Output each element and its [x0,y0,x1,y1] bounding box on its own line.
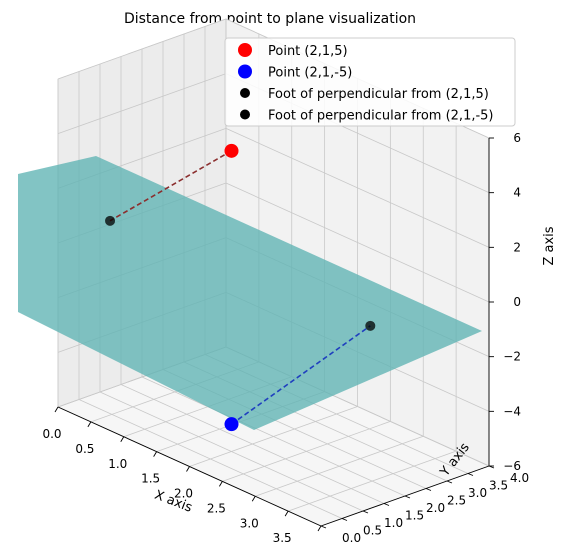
grid-line [78,399,343,519]
z-tick-label: 2 [513,240,521,254]
grid-line [57,18,227,80]
x-tick-mark [218,481,223,487]
x-tick-mark [120,436,125,442]
legend-label: Foot of perpendicular from (2,1,5) [268,87,489,102]
z-tick-label: 0 [513,295,521,309]
grid-line [141,376,406,497]
plane-surface [18,156,482,430]
y-tick-mark [467,473,474,476]
y-tick-mark [341,518,348,521]
y-tick-label: 4.0 [510,471,529,485]
perpendicular-segment-1 [231,325,371,425]
x-tick-label: 1.5 [141,472,160,486]
legend-box [224,37,516,127]
y-tick-label: 2.0 [426,501,445,515]
x-tick-label: 2.5 [207,501,226,515]
y-tick-mark [446,480,453,484]
y-tick-mark [383,503,390,506]
z-tick-label: −2 [503,350,521,364]
y-tick-mark [362,510,369,514]
x-tick-mark [317,525,322,532]
y-tick-mark [404,495,411,499]
x-tick-label: 3.5 [273,531,292,545]
legend-marker [240,88,250,98]
legend-label: Point (2,1,5) [268,44,348,59]
x-tick-mark [186,466,190,472]
x-tick-mark [284,510,289,517]
chart-title: Distance from point to plane visualizati… [124,11,416,27]
z-tick-label: −6 [503,459,521,473]
y-tick-label: 1.5 [405,509,424,523]
x-tick-mark [153,451,158,457]
legend: Point (2,1,5) Point (2,1,-5) Foot of perpe… [224,37,516,127]
y-tick-label: 3.0 [468,486,487,500]
y-tick-mark [425,488,432,491]
x-tick-mark [251,496,256,502]
grid-line [225,127,490,248]
y-tick-label: 0.0 [342,531,361,545]
y-tick-label: 0.5 [363,524,382,538]
x-tick-label: 2.0 [174,487,193,501]
grid-line [225,182,490,303]
z-tick-label: −4 [503,404,521,418]
x-tick-label: 0.0 [42,427,61,441]
legend-marker [238,64,252,79]
data-point-1 [224,417,239,432]
x-tick-mark [54,406,59,413]
y-tick-label: 2.5 [447,494,466,508]
grid-line [99,391,364,512]
x-tick-label: 3.0 [240,516,259,530]
legend-label: Point (2,1,-5) [268,66,352,81]
grid-line [57,73,227,135]
y-tick-label: 1.0 [384,516,403,530]
x-tick-label: 0.5 [75,442,94,456]
x-tick-label: 1.0 [108,457,127,471]
data-point-0 [224,143,239,158]
y-tick-mark [320,525,327,529]
x-tick-mark [87,421,92,428]
legend-marker [238,43,252,57]
grid-line [120,384,385,504]
legend-marker [240,109,250,120]
data-point-3 [365,320,376,331]
y-tick-label: 3.5 [489,479,508,493]
legend-label: Foot of perpendicular from (2,1,-5) [268,109,494,124]
z-axis-label: Z axis [542,226,557,265]
perpendicular-segment-0 [109,150,232,222]
z-tick-label: 4 [513,186,521,200]
z-tick-label: 6 [513,131,521,145]
data-point-2 [105,215,116,226]
